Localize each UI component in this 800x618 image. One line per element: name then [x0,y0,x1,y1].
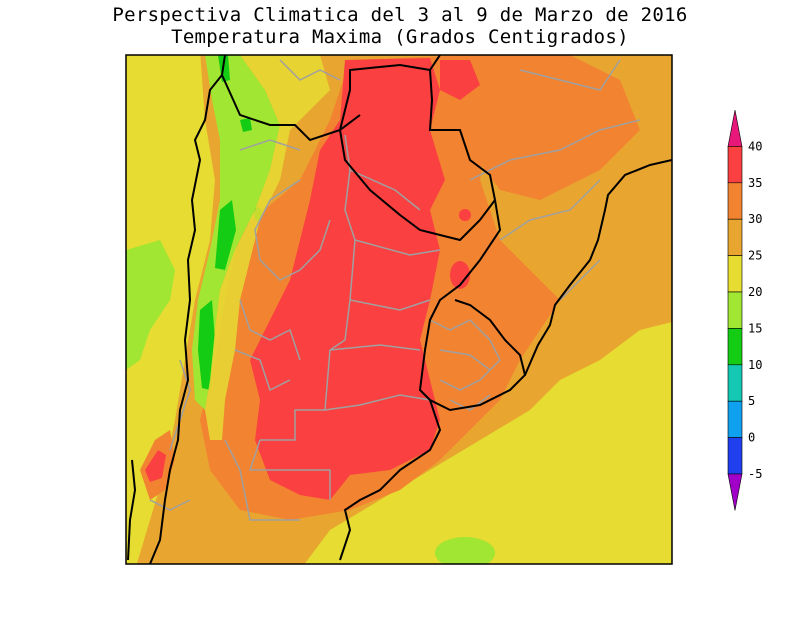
colorbar-label: 15 [748,321,762,335]
colorbar-bin [727,146,743,184]
colorbar-bin [727,291,743,329]
colorbar-label: 30 [748,212,762,226]
colorbar-label: 20 [748,285,762,299]
colorbar-label: -5 [748,467,762,481]
colorbar-label: 25 [748,249,762,263]
colorbar-bin-top [727,109,743,147]
colorbar-bin [727,400,743,438]
colorbar-bin [727,364,743,402]
country-borders [127,55,672,564]
colorbar-label: 5 [748,394,755,408]
colorbar-bin [727,255,743,293]
map-title: Perspectiva Climatica del 3 al 9 de Marz… [112,4,688,26]
colorbar-bin [727,218,743,256]
colorbar-label: 10 [748,358,762,372]
map-frame [125,54,673,565]
colorbar-label: 35 [748,176,762,190]
colorbar-bin [727,182,743,220]
map-subtitle: Temperatura Maxima (Grados Centigrados) [171,26,629,48]
colorbar-legend: 40 35 30 25 20 15 10 5 0 -5 [727,109,762,511]
colorbar-bin [727,437,743,475]
colorbar-bin [727,328,743,366]
colorbar-label: 0 [748,431,755,445]
colorbar-bin-bottom [727,473,743,511]
colorbar-label: 40 [748,139,762,153]
province-borders [149,59,641,521]
